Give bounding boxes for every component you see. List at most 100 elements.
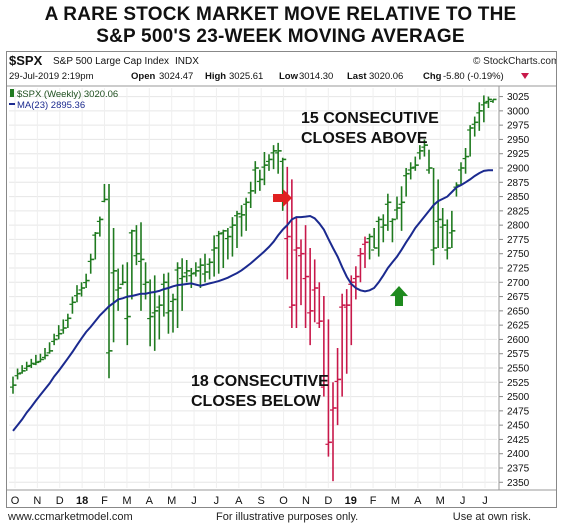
price-bar (462, 148, 470, 174)
x-axis: O N D 18 F M A M J J A S O N D 19 F M A M J J (11, 495, 488, 507)
price-bar (480, 95, 488, 123)
price-bar (23, 361, 31, 371)
y-axis: 2350 2375 2400 2425 2450 2475 2500 2525 2550 2575… (499, 92, 530, 489)
low-label: Low (279, 71, 299, 82)
index-name: S&P 500 Large Cap Index (53, 56, 169, 67)
annotation-below-line1: 18 CONSECUTIVE (191, 373, 329, 390)
price-bar (69, 296, 76, 314)
price-bar (485, 96, 492, 108)
price-bar (398, 186, 406, 231)
price-bar (476, 102, 483, 131)
x-tick-label: S (258, 495, 265, 507)
price-bar (421, 139, 428, 157)
price-bar (311, 259, 319, 323)
y-tick-label: 2675 (507, 292, 530, 303)
price-bar (330, 382, 337, 482)
price-bar (247, 181, 255, 208)
price-bar (234, 210, 241, 248)
price-bar (384, 193, 392, 231)
annotation-below-line2: CLOSES BELOW (191, 393, 322, 410)
price-bar (174, 262, 182, 328)
price-bar (202, 253, 209, 283)
high-label: High (205, 71, 226, 82)
price-bar (138, 222, 145, 311)
price-bar (448, 210, 456, 248)
chg-down-icon (521, 73, 529, 79)
price-bar (10, 376, 17, 394)
legend-price: $SPX (Weekly) 3020.06 (17, 89, 118, 100)
quote-date: 29-Jul-2019 2:19pm (9, 71, 94, 82)
price-bar (426, 149, 433, 174)
y-tick-label: 2875 (507, 178, 530, 189)
x-tick-label: A (235, 495, 243, 507)
y-tick-label: 2725 (507, 264, 530, 275)
annotation-above-line2: CLOSES ABOVE (301, 130, 428, 147)
x-tick-label: M (122, 495, 131, 507)
x-tick-label: J (214, 495, 220, 507)
price-bar (343, 289, 351, 374)
up-arrow-icon (390, 286, 408, 306)
y-tick-label: 2600 (507, 335, 530, 346)
price-bar (128, 229, 136, 300)
x-tick-label: M (436, 495, 445, 507)
price-bar (394, 196, 401, 220)
price-bar (55, 325, 63, 340)
x-tick-label: F (370, 495, 377, 507)
exchange: INDX (175, 56, 199, 67)
moving-average-line (12, 169, 493, 432)
price-bar (224, 228, 232, 260)
price-bar (37, 353, 44, 363)
price-bar (64, 313, 72, 328)
price-bar (197, 258, 204, 288)
x-tick-label: 19 (345, 495, 357, 507)
price-bar (261, 152, 268, 186)
y-tick-label: 2850 (507, 192, 530, 203)
price-bar (170, 293, 177, 333)
price-bar (183, 260, 191, 283)
price-bar (371, 228, 378, 251)
y-tick-label: 2800 (507, 221, 530, 232)
price-bar (375, 216, 383, 257)
price-bar (256, 169, 264, 191)
y-tick-label: 2500 (507, 392, 530, 403)
price-bar (51, 333, 58, 346)
y-tick-label: 2925 (507, 149, 530, 160)
y-tick-label: 2625 (507, 321, 530, 332)
price-bar (357, 248, 364, 283)
x-tick-label: 18 (76, 495, 88, 507)
price-bar (416, 145, 424, 160)
right-arrow-icon (273, 189, 292, 207)
price-bar (101, 184, 108, 203)
x-tick-label: D (56, 495, 64, 507)
price-bar (435, 179, 442, 248)
price-bar (229, 217, 236, 257)
price-bar (352, 266, 360, 300)
chart-panel: 2350 2375 2400 2425 2450 2475 2500 2525 2550 2575… (6, 51, 557, 508)
price-bar (92, 232, 99, 260)
price-bar (366, 233, 374, 260)
price-bar (192, 262, 200, 277)
price-bar (124, 262, 131, 346)
price-bar (298, 239, 305, 306)
last-label: Last (347, 71, 367, 82)
price-bar (206, 258, 214, 280)
price-bar (243, 197, 250, 231)
price-bar (156, 295, 163, 340)
price-bar (316, 282, 323, 328)
price-bar (471, 116, 479, 137)
stock-chart: 2350 2375 2400 2425 2450 2475 2500 2525 2550 2575… (7, 53, 556, 507)
y-tick-label: 2450 (507, 421, 530, 432)
price-bar (147, 279, 154, 347)
price-bar (87, 253, 95, 274)
y-tick-label: 2575 (507, 349, 530, 360)
x-tick-label: F (101, 495, 108, 507)
price-bar (490, 98, 497, 103)
y-tick-label: 2475 (507, 406, 530, 417)
y-tick-label: 2400 (507, 449, 530, 460)
price-bar (119, 264, 127, 286)
x-tick-label: J (191, 495, 197, 507)
open-value: 3024.47 (159, 71, 193, 82)
y-tick-label: 2750 (507, 249, 530, 260)
price-bar (74, 285, 81, 303)
y-tick-label: 2375 (507, 464, 530, 475)
